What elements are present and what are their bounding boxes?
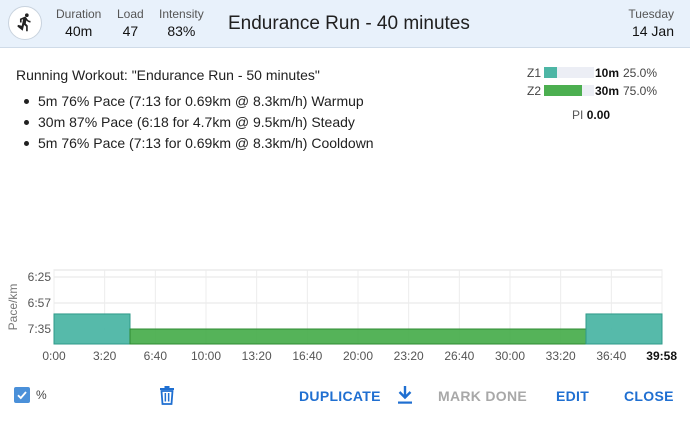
pace-chart: 6:25 6:57 7:35 0:00 3:20 6:40 10:00 13:20 16:40 2… — [6, 269, 677, 363]
workout-step: 5m 76% Pace (7:13 for 0.69km @ 8.3km/h) … — [24, 133, 374, 154]
date-label: 14 Jan — [631, 23, 674, 39]
stat-label: Intensity — [159, 7, 204, 21]
stat-value: 40m — [65, 23, 93, 39]
x-tick-label: 10:00 — [191, 349, 221, 363]
check-icon — [17, 391, 27, 400]
stat-label: Load — [117, 7, 144, 21]
edit-button[interactable]: EDIT — [556, 388, 590, 404]
stat-load: Load 47 — [117, 7, 144, 40]
x-tick-label: 26:40 — [444, 349, 474, 363]
x-tick-label: 16:40 — [292, 349, 322, 363]
percent-checkbox[interactable] — [14, 387, 30, 403]
x-tick-label: 23:20 — [394, 349, 424, 363]
zone-bar-track — [544, 85, 594, 96]
download-icon — [398, 386, 412, 404]
x-tick-label: 0:00 — [42, 349, 66, 363]
y-tick-label: 7:35 — [28, 322, 52, 336]
zone-summary: Z1 10m 25.0% Z2 30m 75.0% — [520, 64, 670, 100]
stat-value: 47 — [122, 23, 139, 39]
stat-duration: Duration 40m — [56, 7, 101, 40]
trash-icon — [160, 386, 174, 405]
footer-toolbar: % DUPLICATE MARK DONE EDIT CLOSE — [0, 380, 690, 410]
stat-label: Duration — [56, 7, 102, 21]
pi-readout: PI 0.00 — [572, 108, 610, 122]
workout-title: Endurance Run - 40 minutes — [228, 13, 470, 34]
zone-row-z2: Z2 30m 75.0% — [520, 82, 670, 100]
duplicate-button[interactable]: DUPLICATE — [299, 388, 381, 404]
x-tick-label: 33:20 — [546, 349, 576, 363]
day-of-week: Tuesday — [628, 7, 674, 21]
zone-time: 10m — [595, 66, 620, 80]
header-bar: Duration 40m Load 47 Intensity 83% Endur… — [0, 0, 690, 48]
pi-value: 0.00 — [586, 108, 611, 122]
workout-steps: 5m 76% Pace (7:13 for 0.69km @ 8.3km/h) … — [24, 91, 374, 154]
y-axis-label: Pace/km — [6, 284, 20, 331]
zone-bar-fill — [544, 67, 557, 78]
workout-step: 30m 87% Pace (6:18 for 4.7km @ 9.5km/h) … — [24, 112, 374, 133]
zone-time: 30m — [595, 84, 620, 98]
x-tick-label: 36:40 — [596, 349, 626, 363]
delete-button[interactable] — [158, 385, 176, 410]
y-tick-label: 6:57 — [28, 296, 52, 310]
x-tick-label: 13:20 — [242, 349, 272, 363]
workout-step: 5m 76% Pace (7:13 for 0.69km @ 8.3km/h) … — [24, 91, 374, 112]
running-person-icon — [8, 6, 42, 40]
download-button[interactable] — [396, 385, 414, 410]
workout-description-title: Running Workout: "Endurance Run - 50 min… — [16, 67, 320, 83]
zone-name: Z1 — [527, 66, 542, 80]
percent-label: % — [36, 388, 47, 402]
zone-bar-fill — [544, 85, 582, 96]
zone-row-z1: Z1 10m 25.0% — [520, 64, 670, 82]
stat-intensity: Intensity 83% — [159, 7, 204, 40]
zone-percent: 25.0% — [623, 66, 658, 80]
mark-done-button[interactable]: MARK DONE — [438, 388, 528, 404]
pace-segment — [585, 313, 663, 345]
zone-percent: 75.0% — [623, 84, 658, 98]
pi-label: PI — [572, 108, 584, 122]
y-tick-label: 6:25 — [28, 270, 52, 284]
x-tick-label: 6:40 — [144, 349, 168, 363]
x-tick-label: 30:00 — [495, 349, 525, 363]
x-tick-label: 39:58 — [646, 349, 677, 363]
workout-date: Tuesday 14 Jan — [628, 7, 674, 40]
zone-bar-track — [544, 67, 594, 78]
pace-segment — [53, 313, 131, 345]
pace-segment — [129, 328, 587, 345]
x-tick-label: 3:20 — [93, 349, 117, 363]
x-tick-label: 20:00 — [343, 349, 373, 363]
close-button[interactable]: CLOSE — [624, 388, 674, 404]
stat-value: 83% — [167, 23, 196, 39]
zone-name: Z2 — [527, 84, 542, 98]
